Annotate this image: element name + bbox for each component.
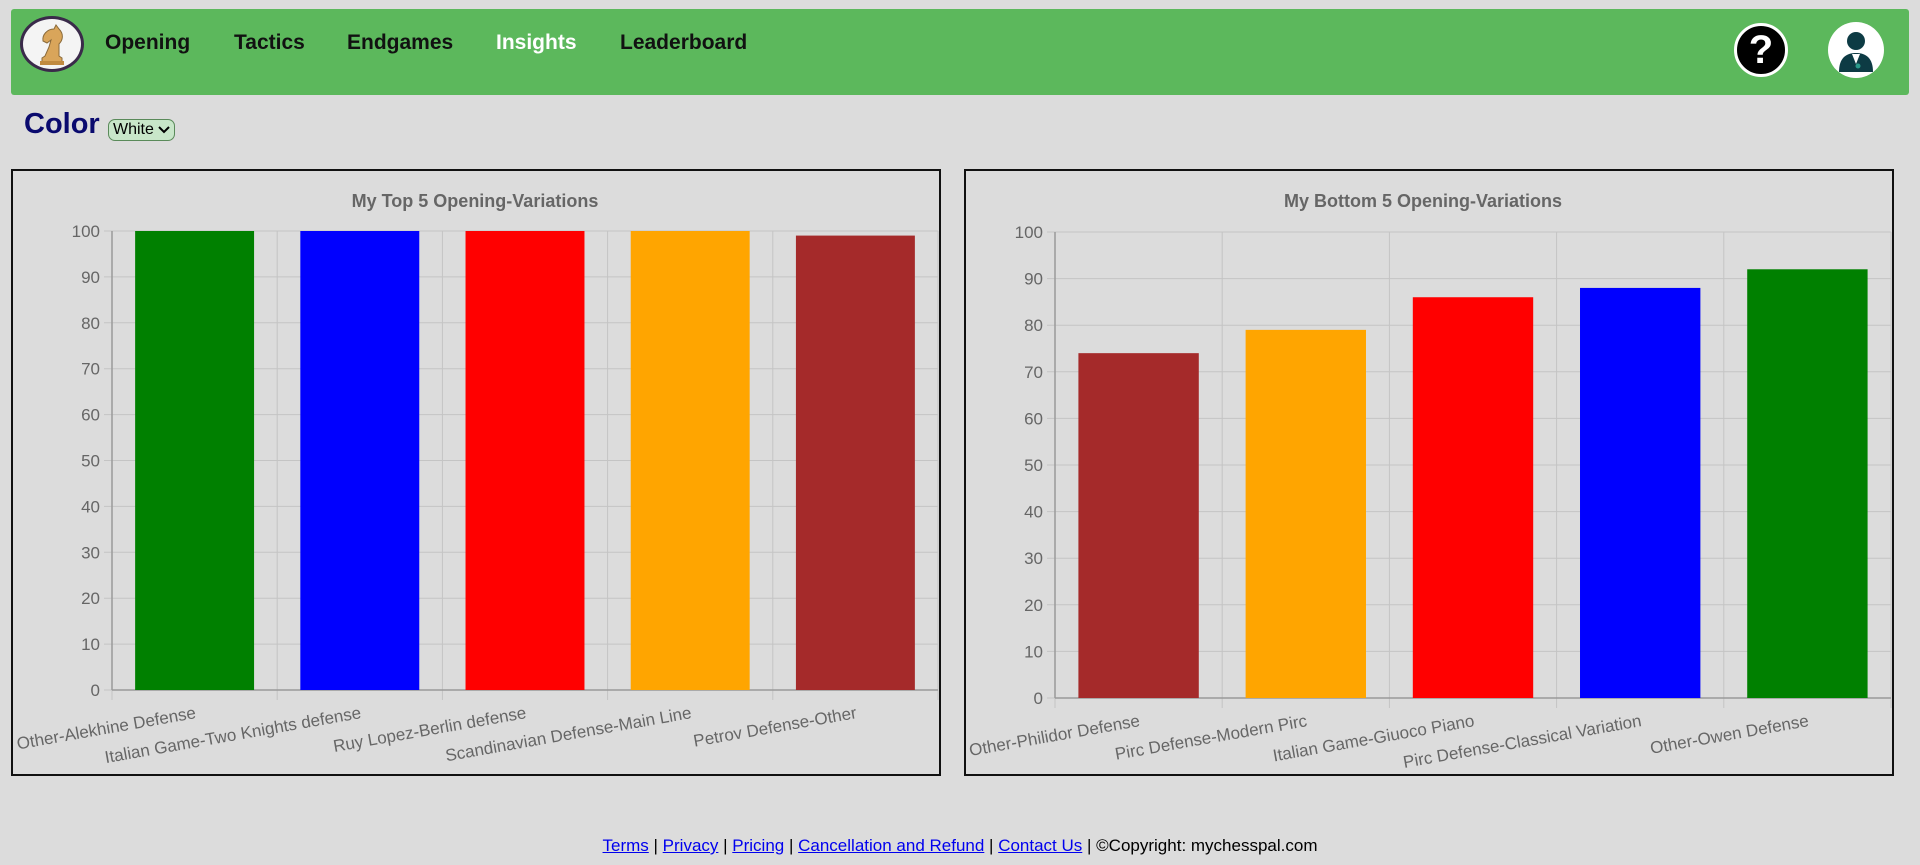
chess-knight-icon: [40, 24, 64, 65]
bar[interactable]: [465, 231, 585, 690]
nav-insights[interactable]: Insights: [496, 31, 577, 54]
color-select[interactable]: White: [108, 119, 175, 141]
bar[interactable]: [1412, 297, 1534, 698]
chart-title: My Bottom 5 Opening-Variations: [1284, 191, 1562, 211]
y-tick-label: 30: [1024, 549, 1043, 568]
footer-link-privacy[interactable]: Privacy: [662, 836, 719, 855]
x-tick-label: Petrov Defense-Other: [692, 703, 858, 750]
nav-endgames[interactable]: Endgames: [347, 31, 454, 54]
y-tick-label: 40: [1024, 503, 1043, 522]
nav-leaderboard[interactable]: Leaderboard: [620, 31, 748, 54]
y-tick-label: 80: [81, 314, 100, 333]
bar[interactable]: [1078, 353, 1199, 698]
y-tick-label: 100: [1015, 223, 1043, 242]
footer-link-cancellation[interactable]: Cancellation and Refund: [798, 836, 985, 855]
nav-tactics[interactable]: Tactics: [234, 31, 305, 54]
question-mark-icon: ?: [1748, 27, 1774, 72]
y-tick-label: 90: [1024, 270, 1043, 289]
y-tick-label: 100: [72, 222, 100, 241]
bar[interactable]: [1747, 269, 1868, 698]
y-tick-label: 10: [1024, 642, 1043, 661]
y-tick-label: 0: [1034, 689, 1043, 708]
user-profile-button[interactable]: [1828, 22, 1884, 78]
x-tick-label: Other-Owen Defense: [1649, 711, 1810, 758]
footer-separator: |: [784, 836, 799, 855]
bar[interactable]: [630, 231, 750, 690]
y-tick-label: 30: [81, 543, 100, 562]
y-tick-label: 80: [1024, 316, 1043, 335]
y-tick-label: 10: [81, 635, 100, 654]
footer-separator: |: [648, 836, 663, 855]
bottom-openings-chart: My Bottom 5 Opening-Variations 0 10 20 30 40 5…: [964, 169, 1894, 776]
footer: Terms | Privacy | Pricing | Cancellation…: [0, 836, 1920, 856]
logo[interactable]: [20, 16, 84, 72]
bar[interactable]: [135, 231, 255, 690]
chevron-down-icon: [158, 126, 170, 134]
footer-link-pricing[interactable]: Pricing: [732, 836, 785, 855]
y-tick-label: 20: [81, 589, 100, 608]
y-tick-label: 20: [1024, 596, 1043, 615]
nav-opening[interactable]: Opening: [105, 31, 191, 54]
y-tick-label: 70: [81, 360, 100, 379]
help-button[interactable]: ?: [1734, 23, 1788, 77]
bottom-openings-chart-svg: My Bottom 5 Opening-Variations 0 10 20 30 40 5…: [968, 191, 1892, 772]
footer-copyright: ©Copyright: mychesspal.com: [1096, 836, 1318, 855]
y-tick-label: 0: [91, 681, 100, 700]
y-tick-label: 40: [81, 497, 100, 516]
footer-link-terms[interactable]: Terms: [602, 836, 649, 855]
y-tick-label: 60: [1024, 409, 1043, 428]
footer-separator: |: [1082, 836, 1097, 855]
footer-separator: |: [718, 836, 733, 855]
color-filter-label: Color: [24, 108, 100, 140]
top-navbar: Opening Tactics Endgames Insights Leader…: [11, 9, 1909, 95]
y-tick-label: 70: [1024, 363, 1043, 382]
footer-link-contact[interactable]: Contact Us: [998, 836, 1083, 855]
user-avatar-icon: [1839, 32, 1873, 72]
bar[interactable]: [1245, 329, 1366, 698]
bar[interactable]: [300, 231, 420, 690]
top-openings-chart: My Top 5 Opening-Variations 0 10 20 30 40 50 60…: [11, 169, 941, 776]
top-openings-chart-svg: My Top 5 Opening-Variations 0 10 20 30 40 50 60…: [15, 191, 939, 767]
chart-title: My Top 5 Opening-Variations: [352, 191, 599, 211]
y-tick-label: 60: [81, 406, 100, 425]
footer-separator: |: [984, 836, 999, 855]
y-tick-label: 50: [1024, 456, 1043, 475]
bar[interactable]: [795, 235, 915, 690]
y-tick-label: 50: [81, 452, 100, 471]
y-tick-label: 90: [81, 268, 100, 287]
color-select-value: White: [113, 121, 154, 138]
bar[interactable]: [1580, 287, 1701, 698]
